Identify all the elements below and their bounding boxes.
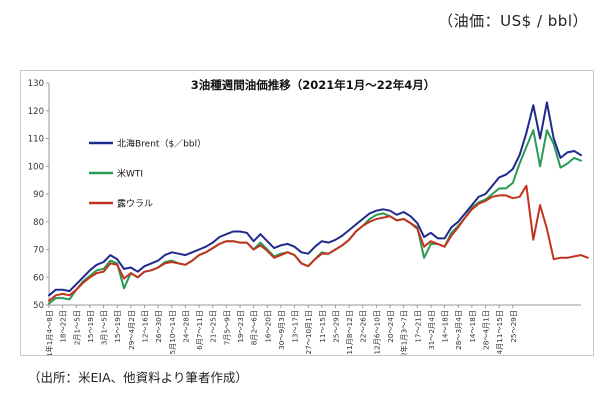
x-tick-label: 16～20日 bbox=[263, 310, 272, 343]
source-note: （出所：米EIA、他資料より筆者作成） bbox=[28, 370, 248, 385]
x-tick-label: 3月1～5日 bbox=[100, 310, 109, 345]
y-tick-label: 70 bbox=[33, 246, 44, 256]
y-tick-label: 50 bbox=[33, 301, 44, 311]
legend-label-1: 米WTI bbox=[117, 168, 143, 180]
x-tick-label: 6月7～11日 bbox=[195, 310, 204, 350]
x-tick-label: 31～2月4日 bbox=[427, 310, 436, 350]
x-tick-label: 8月2～6日 bbox=[250, 310, 259, 345]
x-tick-label: 5月10～14日 bbox=[168, 310, 177, 354]
unit-note: （油価：US$ / bbl） bbox=[438, 12, 588, 30]
x-tick-label: 7月5～9日 bbox=[222, 310, 231, 345]
series-line-1 bbox=[48, 129, 582, 305]
x-tick-label: 28～3月4日 bbox=[454, 310, 463, 350]
x-tick-label: 19～23日 bbox=[236, 310, 245, 343]
y-tick-label: 110 bbox=[28, 135, 44, 145]
x-tick-label: 15～19日 bbox=[113, 310, 122, 343]
x-tick-label: 14～18日 bbox=[441, 310, 450, 343]
legend-label-0: 北海Brent（$／bbl） bbox=[117, 138, 206, 150]
x-tick-label: 28～4月1日 bbox=[482, 310, 491, 350]
chart-title: 3油種週間油価推移（2021年1月～22年4月） bbox=[191, 78, 436, 92]
y-tick-label: 80 bbox=[33, 218, 44, 228]
y-tick-label: 60 bbox=[33, 273, 44, 283]
x-tick-label: 26～30日 bbox=[154, 310, 163, 343]
x-tick-label: 29～4月2日 bbox=[127, 310, 136, 350]
x-tick-label: 20～24日 bbox=[386, 310, 395, 343]
x-tick-label: 27～10月1日 bbox=[304, 310, 313, 354]
legend-label-2: 露ウラル bbox=[117, 199, 153, 210]
x-tick-label: 14～18日 bbox=[468, 310, 477, 343]
y-tick-label: 90 bbox=[33, 190, 44, 200]
x-tick-label: 21～25日 bbox=[209, 310, 218, 343]
series-line-2 bbox=[48, 184, 589, 302]
y-tick-label: 120 bbox=[28, 107, 44, 117]
x-tick-label: 15～19日 bbox=[86, 310, 95, 343]
x-tick-label: 4月11～15日 bbox=[495, 310, 504, 354]
y-tick-label: 130 bbox=[28, 79, 44, 89]
x-tick-label: 12月6～10日 bbox=[372, 310, 381, 354]
chart-frame: 3油種週間油価推移（2021年1月～22年4月） 50 60 70 80 90 100 110… bbox=[20, 70, 594, 356]
price-line-chart: 3油種週間油価推移（2021年1月～22年4月） 50 60 70 80 90 100 110… bbox=[28, 78, 589, 355]
x-tick-label: 30～9月3日 bbox=[277, 310, 286, 350]
x-tick-label: 21年1月4～8日 bbox=[45, 310, 54, 355]
x-tick-label: 24～28日 bbox=[181, 310, 190, 343]
x-tick-label: 17～21日 bbox=[413, 310, 422, 343]
x-tick-label: 11～15日 bbox=[318, 310, 327, 343]
x-tick-label: 18～22日 bbox=[59, 310, 68, 343]
x-tick-label: 25～29日 bbox=[331, 310, 340, 343]
x-tick-label: 22～26日 bbox=[359, 310, 368, 343]
series-line-0 bbox=[48, 101, 582, 297]
x-tick-label: 25～29日 bbox=[509, 310, 518, 343]
x-tick-label: 13～17日 bbox=[291, 310, 300, 343]
x-tick-label: 11月8～12日 bbox=[345, 310, 354, 354]
x-tick-label: 12～16日 bbox=[140, 310, 149, 343]
x-tick-label: 22年1月3～7日 bbox=[400, 310, 409, 355]
x-tick-label: 2月1～5日 bbox=[72, 310, 81, 345]
y-tick-label: 100 bbox=[28, 162, 44, 172]
